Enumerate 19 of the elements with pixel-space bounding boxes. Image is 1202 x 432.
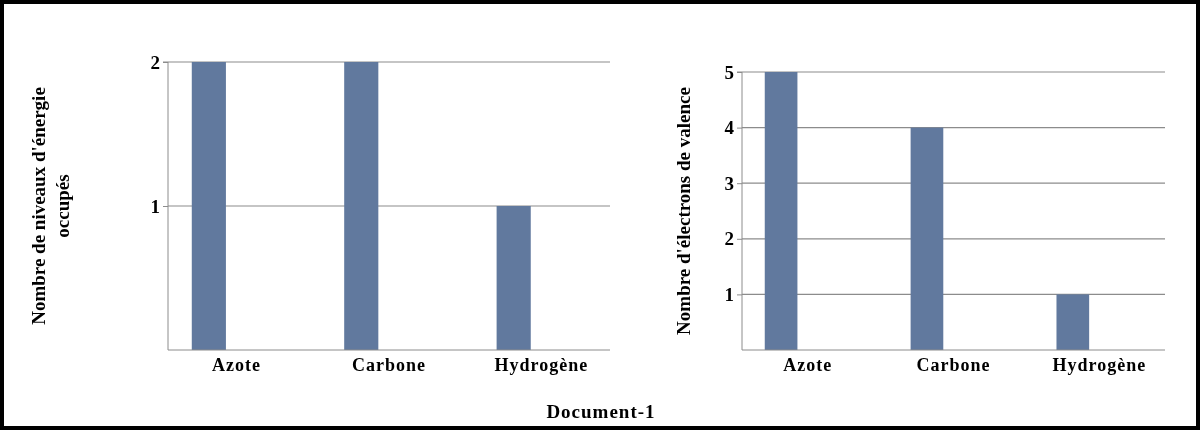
y-tick-label: 2: [724, 228, 734, 250]
x-tick-label: Azote: [212, 354, 262, 375]
text: Document-1: [546, 401, 656, 422]
y-axis-title: Nombre de niveaux d'énergie occupés: [28, 87, 73, 325]
y-tick-label: 1: [150, 195, 160, 217]
bar: [1056, 294, 1090, 350]
y-tick-label: 5: [724, 61, 734, 83]
y-tick-label: 4: [724, 117, 735, 139]
x-tick-label: Azote: [783, 354, 833, 375]
x-tick-label: Hydrogène: [494, 354, 589, 375]
y-axis-title: Nombre d'électrons de valence: [673, 87, 694, 335]
y-tick-label: 2: [150, 51, 160, 73]
x-tick-label: Hydrogène: [1052, 354, 1147, 375]
y-tick-label: 1: [724, 283, 734, 305]
x-tick-label: Carbone: [916, 354, 991, 375]
bar: [764, 72, 798, 350]
x-tick-label: Carbone: [352, 354, 426, 375]
y-tick-label: 3: [724, 172, 734, 194]
bar: [910, 127, 944, 350]
